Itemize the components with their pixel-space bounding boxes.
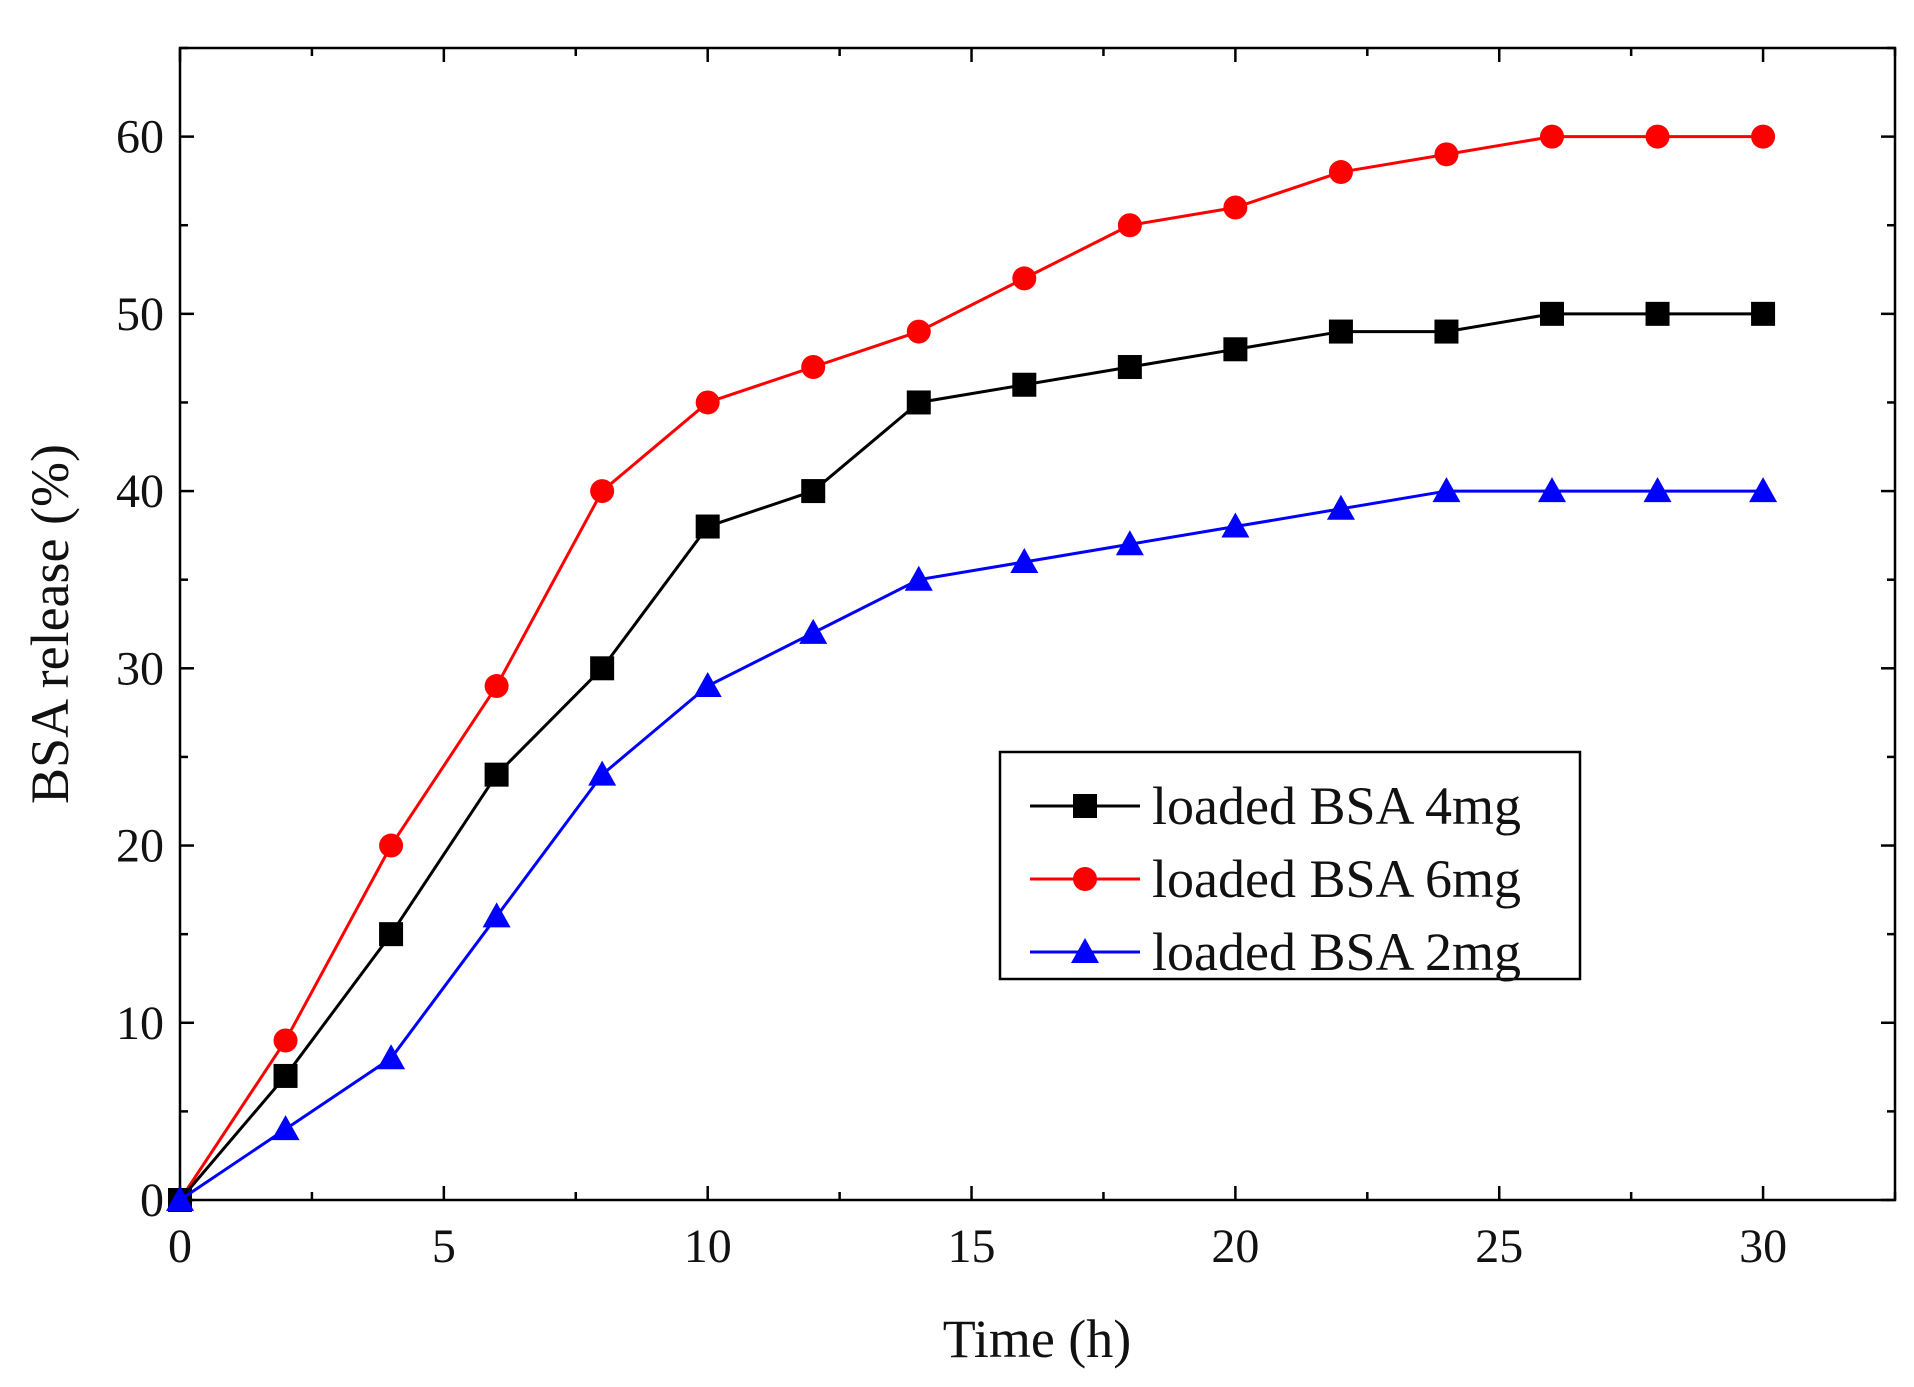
data-point-loaded-bsa-4mg <box>1223 337 1248 362</box>
data-point-loaded-bsa-6mg <box>273 1028 298 1053</box>
data-point-loaded-bsa-6mg <box>801 355 826 380</box>
data-point-loaded-bsa-6mg <box>1540 124 1564 149</box>
data-point-loaded-bsa-2mg <box>904 565 933 591</box>
legend-item-loaded-bsa-4mg: loaded BSA 4mg <box>1030 776 1521 836</box>
series-loaded-bsa-2mg <box>166 477 1778 1211</box>
data-point-loaded-bsa-2mg <box>1749 477 1778 503</box>
data-point-loaded-bsa-4mg <box>1540 301 1564 326</box>
data-point-loaded-bsa-4mg <box>1645 301 1670 326</box>
axis-ticks: 0 5 10 15 20 25 30 0 10 20 30 40 50 60 <box>116 46 1897 1273</box>
legend-label-loaded-bsa-6mg: loaded BSA 6mg <box>1152 849 1521 909</box>
data-point-loaded-bsa-6mg <box>484 674 509 699</box>
y-tick-label: 30 <box>116 642 164 695</box>
data-point-loaded-bsa-6mg <box>1645 124 1670 149</box>
y-tick-label: 50 <box>116 288 164 341</box>
x-tick-label: 0 <box>168 1220 192 1273</box>
legend-marker-loaded-bsa-6mg <box>1073 867 1097 891</box>
data-point-loaded-bsa-6mg <box>1117 213 1142 238</box>
data-point-loaded-bsa-6mg <box>590 479 615 504</box>
series-loaded-bsa-6mg <box>168 124 1776 1212</box>
data-point-loaded-bsa-6mg <box>906 319 931 344</box>
legend-item-loaded-bsa-6mg: loaded BSA 6mg <box>1030 849 1521 909</box>
data-point-loaded-bsa-6mg <box>1223 195 1248 220</box>
data-point-loaded-bsa-2mg <box>1432 477 1461 503</box>
data-point-loaded-bsa-2mg <box>1010 547 1039 573</box>
series-layer <box>166 124 1778 1212</box>
x-tick-label: 10 <box>684 1220 732 1273</box>
series-line-loaded-bsa-4mg <box>178 312 1764 1201</box>
data-point-loaded-bsa-4mg <box>695 514 720 539</box>
data-point-loaded-bsa-4mg <box>801 479 826 504</box>
data-point-loaded-bsa-2mg <box>1326 494 1355 520</box>
plot-frame <box>178 46 1897 1202</box>
x-tick-label: 25 <box>1475 1220 1523 1273</box>
y-tick-label: 0 <box>140 1174 164 1227</box>
legend-marker-loaded-bsa-2mg <box>1071 938 1099 963</box>
legend-label-loaded-bsa-2mg: loaded BSA 2mg <box>1152 922 1521 982</box>
data-point-loaded-bsa-4mg <box>1434 319 1459 344</box>
data-point-loaded-bsa-2mg <box>482 902 511 928</box>
data-point-loaded-bsa-4mg <box>379 922 404 947</box>
data-point-loaded-bsa-4mg <box>590 656 615 681</box>
data-point-loaded-bsa-6mg <box>695 390 720 415</box>
data-point-loaded-bsa-6mg <box>379 833 404 858</box>
data-point-loaded-bsa-2mg <box>377 1044 406 1070</box>
legend-marker-loaded-bsa-4mg <box>1073 794 1097 818</box>
data-point-loaded-bsa-4mg <box>273 1063 298 1088</box>
legend: loaded BSA 4mg loaded BSA 6mg loaded BSA 2… <box>998 750 1582 982</box>
data-point-loaded-bsa-6mg <box>1012 266 1037 291</box>
series-line-loaded-bsa-2mg <box>179 489 1764 1202</box>
data-point-loaded-bsa-4mg <box>484 762 509 787</box>
data-point-loaded-bsa-4mg <box>1117 355 1142 380</box>
data-point-loaded-bsa-2mg <box>166 1186 194 1211</box>
data-point-loaded-bsa-4mg <box>1012 372 1037 397</box>
data-point-loaded-bsa-2mg <box>693 672 722 698</box>
legend-item-loaded-bsa-2mg: loaded BSA 2mg <box>1030 922 1521 982</box>
data-point-loaded-bsa-6mg <box>1328 160 1353 185</box>
legend-box <box>998 750 1582 981</box>
y-tick-label: 20 <box>116 820 164 873</box>
x-axis-title: Time (h) <box>943 1309 1132 1369</box>
data-point-loaded-bsa-2mg <box>1221 512 1250 538</box>
data-point-loaded-bsa-6mg <box>1434 142 1459 167</box>
x-tick-label: 5 <box>432 1220 456 1273</box>
data-point-loaded-bsa-2mg <box>588 760 617 786</box>
data-point-loaded-bsa-2mg <box>1643 477 1672 503</box>
data-point-loaded-bsa-2mg <box>271 1115 300 1141</box>
y-tick-label: 60 <box>116 111 164 164</box>
data-point-loaded-bsa-4mg <box>1328 319 1353 344</box>
data-point-loaded-bsa-6mg <box>1751 124 1776 149</box>
y-axis-title: BSA release (%) <box>20 444 80 804</box>
data-point-loaded-bsa-2mg <box>1538 477 1566 503</box>
y-tick-label: 40 <box>116 465 164 518</box>
y-tick-label: 10 <box>116 997 164 1050</box>
legend-entries: loaded BSA 4mg loaded BSA 6mg loaded BSA 2… <box>1030 776 1521 982</box>
x-tick-label: 20 <box>1211 1220 1259 1273</box>
x-tick-label: 15 <box>948 1220 996 1273</box>
data-point-loaded-bsa-2mg <box>799 618 828 644</box>
x-tick-label: 30 <box>1739 1220 1787 1273</box>
data-point-loaded-bsa-4mg <box>1751 301 1776 326</box>
series-line-loaded-bsa-6mg <box>178 135 1764 1201</box>
data-point-loaded-bsa-4mg <box>906 390 931 415</box>
data-point-loaded-bsa-2mg <box>1115 530 1144 556</box>
legend-label-loaded-bsa-4mg: loaded BSA 4mg <box>1152 776 1521 836</box>
